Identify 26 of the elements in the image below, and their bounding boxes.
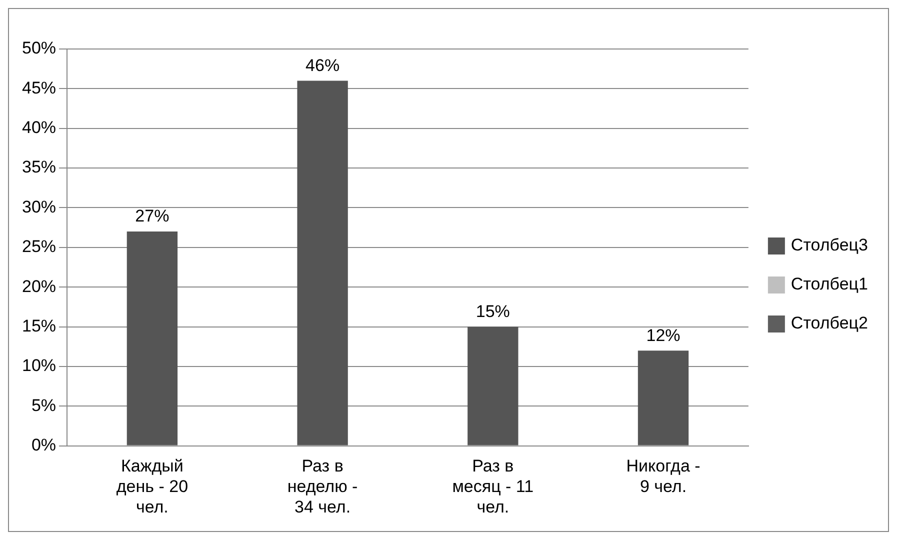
y-tick-label: 5% (31, 396, 56, 415)
data-label: 27% (135, 206, 170, 226)
y-tick-label: 25% (22, 237, 56, 256)
y-tick-label: 35% (22, 158, 56, 177)
bar (468, 326, 518, 446)
bar (297, 80, 348, 446)
data-label: 15% (476, 302, 510, 321)
x-tick-label: Никогда - 9 чел. (626, 456, 700, 496)
bar (638, 350, 689, 446)
y-tick-label: 50% (22, 38, 56, 58)
bar (126, 232, 178, 446)
x-tick-label: Каждый день - 20 чел. (116, 456, 188, 516)
y-tick-label: 30% (22, 197, 56, 216)
y-tick-label: 20% (22, 276, 56, 296)
x-tick-label: Раз в месяц - 11 чел. (452, 456, 534, 516)
y-tick-label: 40% (22, 118, 56, 138)
legend-label: Столбец1 (790, 274, 868, 294)
y-tick-label: 45% (22, 78, 56, 98)
x-tick-label: Раз в неделю - 34 чел. (287, 456, 358, 516)
y-tick-label: 10% (22, 356, 56, 376)
data-label: 46% (306, 56, 340, 75)
legend-label: Столбец2 (790, 314, 868, 333)
data-label: 12% (646, 326, 680, 345)
y-tick-label: 15% (22, 316, 56, 336)
legend-label: Столбец3 (790, 236, 868, 255)
y-tick-label: 0% (31, 435, 56, 454)
